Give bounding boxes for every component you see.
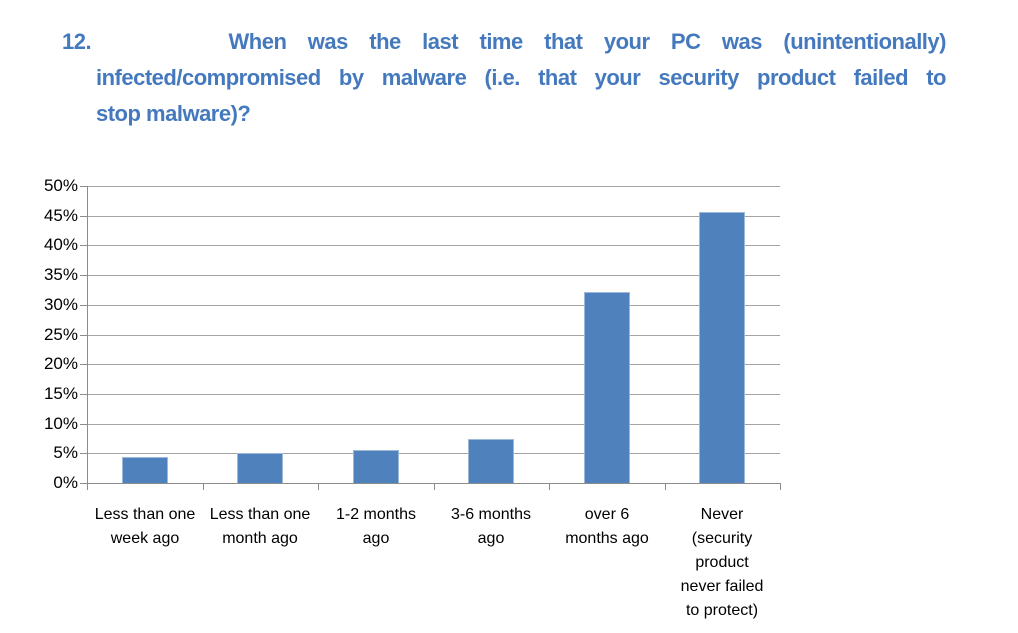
y-tick-label: 35% [43,265,78,284]
y-axis-tick [80,245,87,246]
bar-6 [699,212,745,483]
x-tick-label: Less than one month ago [209,506,311,547]
bar-3 [353,450,399,483]
x-axis-tick [318,483,319,490]
y-axis-tick [80,364,87,365]
question-line-2: infected/compromised by malware (i.e. th… [96,65,947,90]
y-tick-label: 0% [53,473,78,492]
question-number: 12. [62,29,92,54]
x-tick-label: 3-6 months ago [450,506,532,547]
gridline [87,453,780,454]
y-tick-label: 25% [43,325,78,344]
x-axis-tick [665,483,666,490]
y-axis-tick [80,335,87,336]
y-axis-line [87,186,88,490]
gridline [87,424,780,425]
gridline [87,275,780,276]
y-tick-label: 10% [43,414,78,433]
y-axis-tick [80,305,87,306]
bar-4 [468,439,514,483]
gridline [87,186,780,187]
y-axis-tick [80,453,87,454]
gridline [87,305,780,306]
y-tick-label: 5% [53,443,78,462]
y-tick-label: 50% [43,176,78,195]
gridline [87,216,780,217]
y-tick-label: 15% [43,384,78,403]
gridline [87,364,780,365]
question-title: 12. When was the last time that your PC … [62,24,947,132]
y-axis-tick [80,394,87,395]
bar-5 [584,292,630,483]
x-tick-label: Less than one week ago [94,506,196,547]
bar-2 [237,453,283,483]
gridline [87,335,780,336]
x-axis-tick [203,483,204,490]
y-axis-tick [80,275,87,276]
y-tick-label: 20% [43,354,78,373]
x-axis-tick [434,483,435,490]
x-axis-line [87,483,780,484]
question-line-3: stop malware)? [96,101,251,126]
question-line-1: 12. When was the last time that your PC … [62,24,947,60]
y-axis-tick [80,216,87,217]
y-tick-label: 30% [43,295,78,314]
x-axis-tick [549,483,550,490]
y-axis-tick [80,186,87,187]
x-axis-tick [780,483,781,490]
gridline [87,245,780,246]
question-text-line-1: When was the last time that your PC was … [228,29,947,54]
y-tick-label: 45% [43,206,78,225]
x-axis-tick [87,483,88,490]
bar-1 [122,457,168,483]
x-tick-label: 1-2 months ago [335,506,417,547]
y-axis-tick [80,424,87,425]
y-axis-tick [80,483,87,484]
gridline [87,394,780,395]
x-tick-label: Never (security product never failed to … [680,506,764,619]
x-tick-label: over 6 months ago [565,506,649,547]
y-tick-label: 40% [43,235,78,254]
